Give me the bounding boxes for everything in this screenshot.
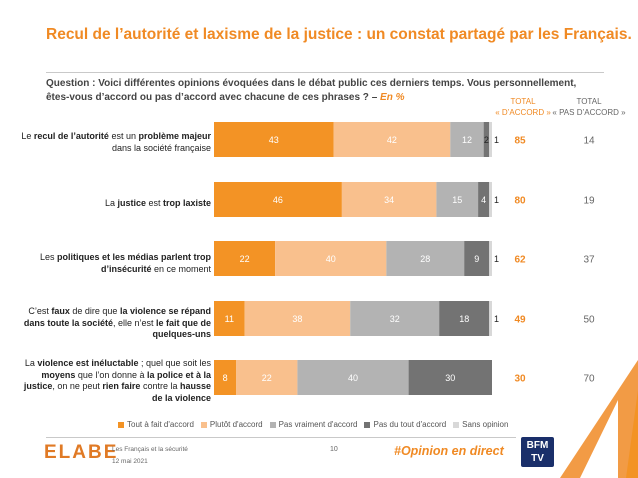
- bar-segment-r4-s3: [408, 360, 492, 395]
- footer-source: Les Français et la sécurité: [112, 446, 188, 453]
- bar-segment-r0-s3: [483, 122, 490, 157]
- bar-value-label-r0-s1: 42: [387, 135, 397, 145]
- bar-value-label-r1-s4: 1: [494, 195, 499, 205]
- question-unit: En %: [380, 91, 405, 103]
- bar-value-label-r2-s2: 28: [420, 254, 430, 264]
- bar-segment-r2-s0: [214, 241, 276, 276]
- bar-value-label-r2-s0: 22: [240, 254, 250, 264]
- bar-value-label-r4-s3: 30: [445, 373, 455, 383]
- bar-segment-r0-s1: [333, 122, 451, 157]
- bar-value-label-r0-s0: 43: [269, 135, 279, 145]
- total-agree-header: TOTAL « D’ACCORD »: [493, 96, 553, 118]
- legend-label-3: Pas du tout d'accord: [373, 420, 447, 429]
- total-disagree-value-4: 70: [583, 374, 595, 385]
- bar-value-label-r0-s2: 12: [462, 135, 472, 145]
- row-label-3: C’est faux de dire que la violence se ré…: [23, 306, 211, 339]
- legend-label-4: Sans opinion: [462, 420, 509, 429]
- bar-segment-r2-s1: [275, 241, 387, 276]
- bar-value-label-r1-s3: 4: [481, 195, 486, 205]
- bar-value-label-r4-s2: 40: [348, 373, 358, 383]
- bar-value-label-r4-s0: 8: [223, 373, 228, 383]
- bar-value-label-r3-s4: 1: [494, 314, 499, 324]
- total-agree-value-4: 30: [514, 374, 526, 385]
- bar-segment-r2-s2: [386, 241, 465, 276]
- bar-segment-r0-s0: [214, 122, 334, 157]
- total-agree-value-2: 62: [514, 255, 526, 266]
- total-disagree-value-3: 50: [583, 315, 595, 326]
- legend-item-0: Tout à fait d'accord: [118, 420, 194, 429]
- bar-segment-r0-s2: [450, 122, 484, 157]
- bar-segment-r3-s1: [244, 301, 351, 336]
- question-body: Question : Voici différentes opinions év…: [46, 78, 577, 103]
- legend-label-2: Pas vraiment d'accord: [278, 420, 358, 429]
- page-number: 10: [330, 446, 338, 453]
- bar-segment-r3-s3: [439, 301, 490, 336]
- bar-segment-r3-s4: [489, 301, 492, 336]
- bar-value-label-r0-s3: 2: [484, 135, 489, 145]
- row-label-2: Les politiques et les médias parlent tro…: [39, 252, 211, 274]
- total-disagree-value-1: 19: [583, 196, 595, 207]
- total-disagree-header: TOTAL « PAS D’ACCORD »: [552, 96, 626, 118]
- legend-swatch-4: [453, 421, 460, 428]
- legend-swatch-3: [364, 421, 371, 428]
- bar-value-label-r3-s3: 18: [459, 314, 469, 324]
- hashtag: #Opinion en direct: [394, 444, 504, 458]
- total-agree-header-line2: « D’ACCORD »: [495, 108, 551, 117]
- total-agree-header-line1: TOTAL: [510, 97, 536, 106]
- title-rule: [46, 72, 604, 73]
- row-label-1: La justice est trop laxiste: [104, 198, 211, 208]
- bar-segment-r1-s4: [489, 182, 492, 217]
- total-disagree-header-line1: TOTAL: [576, 97, 602, 106]
- total-agree-value-0: 85: [514, 136, 526, 147]
- bar-value-label-r3-s1: 38: [292, 314, 302, 324]
- footer-rule: [46, 437, 516, 438]
- bar-segment-r1-s0: [214, 182, 342, 217]
- bar-value-label-r2-s1: 40: [326, 254, 336, 264]
- bar-value-label-r1-s1: 34: [384, 195, 394, 205]
- bar-segment-r1-s3: [478, 182, 490, 217]
- bfmtv-logo: BFM TV: [521, 437, 554, 467]
- row-label-4: La violence est inéluctable ; quel que s…: [23, 358, 211, 403]
- bar-segment-r2-s3: [464, 241, 490, 276]
- bar-segment-r4-s1: [236, 360, 298, 395]
- legend-label-1: Plutôt d'accord: [209, 420, 263, 429]
- chart-legend: Tout à fait d'accord Plutôt d'accord Pas v…: [118, 420, 508, 429]
- bar-segment-r3-s0: [214, 301, 245, 336]
- bar-value-label-r0-s4: 1: [494, 135, 499, 145]
- legend-label-0: Tout à fait d'accord: [127, 420, 194, 429]
- bar-value-label-r2-s3: 9: [474, 254, 479, 264]
- bar-segment-r1-s1: [341, 182, 437, 217]
- bar-value-label-r1-s0: 46: [273, 195, 283, 205]
- total-disagree-value-2: 37: [583, 255, 595, 266]
- elabe-logo: ELABE: [44, 442, 119, 463]
- total-agree-value-3: 49: [514, 315, 526, 326]
- bar-segment-r2-s4: [489, 241, 492, 276]
- total-disagree-header-line2: « PAS D’ACCORD »: [552, 108, 626, 117]
- page-title: Recul de l’autorité et laxisme de la jus…: [46, 26, 632, 43]
- bar-segment-r1-s2: [436, 182, 479, 217]
- question-text: Question : Voici différentes opinions év…: [46, 77, 601, 104]
- legend-swatch-1: [200, 421, 207, 428]
- legend-swatch-0: [118, 421, 124, 428]
- legend-item-4: Sans opinion: [453, 420, 508, 429]
- total-agree-value-1: 80: [514, 196, 526, 207]
- bar-value-label-r4-s1: 22: [262, 373, 272, 383]
- bar-segment-r4-s2: [297, 360, 409, 395]
- legend-item-3: Pas du tout d'accord: [364, 420, 446, 429]
- bar-value-label-r1-s2: 15: [452, 195, 462, 205]
- decorative-a-logo-icon: [560, 360, 638, 478]
- legend-item-1: Plutôt d'accord: [200, 420, 263, 429]
- row-label-0: Le recul de l’autorité est un problème m…: [21, 131, 211, 153]
- bar-segment-r4-s0: [214, 360, 237, 395]
- bar-value-label-r2-s4: 1: [494, 254, 499, 264]
- bar-segment-r0-s4: [489, 122, 492, 157]
- total-disagree-value-0: 14: [583, 136, 595, 147]
- legend-item-2: Pas vraiment d'accord: [269, 420, 358, 429]
- bar-value-label-r3-s0: 11: [225, 314, 234, 324]
- bar-value-label-r3-s2: 32: [390, 314, 400, 324]
- legend-swatch-2: [269, 421, 276, 428]
- footer-date: 12 mai 2021: [112, 458, 148, 465]
- bar-segment-r3-s2: [350, 301, 440, 336]
